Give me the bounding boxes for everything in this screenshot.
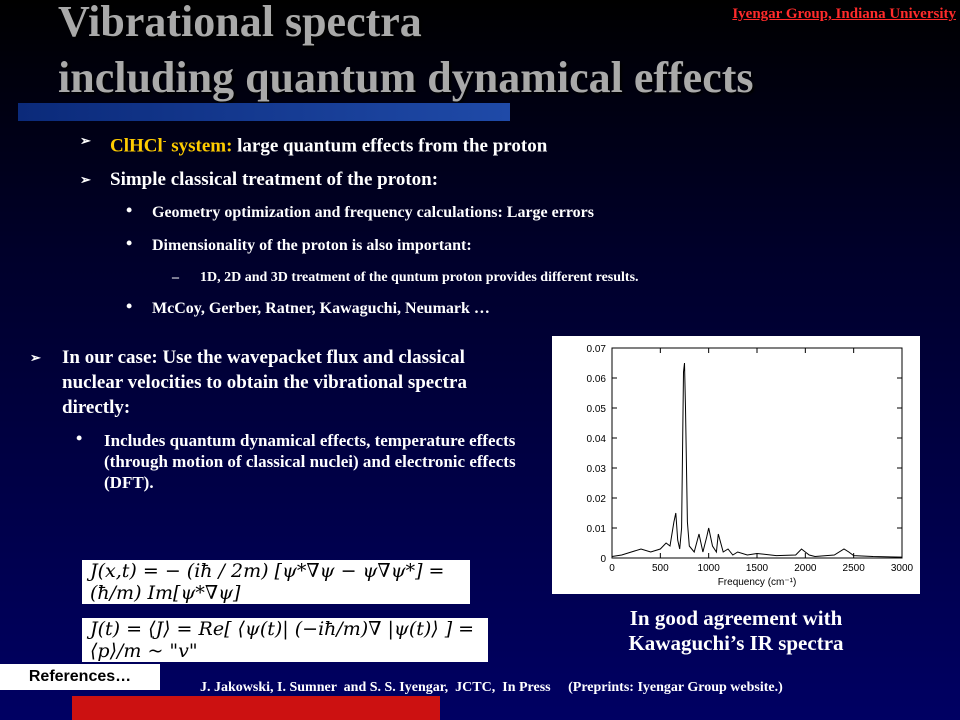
y-tick-label: 0.06 [587, 374, 607, 385]
slide-title: Vibrational spectra including quantum dy… [58, 0, 754, 106]
method-description: ➢ In our case: Use the wavepacket flux a… [30, 345, 520, 493]
x-tick-label: 2500 [843, 563, 866, 574]
dot-bullet-icon: • [126, 200, 133, 221]
arrow-bullet-icon: ➢ [80, 172, 91, 188]
clhcl-system: system: [166, 135, 233, 157]
x-tick-label: 2000 [794, 563, 817, 574]
citation-text: J. Jakowski, I. Sumner and S. S. Iyengar… [200, 680, 783, 695]
x-tick-label: 1500 [746, 563, 769, 574]
x-axis-label: Frequency (cm⁻¹) [718, 577, 797, 588]
y-tick-label: 0.02 [587, 494, 607, 505]
title-line-2: including quantum dynamical effects [58, 53, 754, 102]
sub-bullet-geometry: • Geometry optimization and frequency ca… [126, 200, 940, 223]
sub-bullet-includes: • Includes quantum dynamical effects, te… [76, 428, 520, 493]
y-tick-label: 0 [600, 554, 606, 565]
title-line-1: Vibrational spectra [58, 0, 422, 46]
dot-bullet-icon: • [126, 296, 133, 317]
spectrum-line [611, 362, 903, 558]
references-button[interactable]: References… [0, 664, 160, 690]
spectrum-plot: 0 0.01 0.02 0.03 0.04 0.05 0.06 0.07 0 500 1000 150… [587, 344, 914, 588]
title-underline-bar [18, 103, 510, 121]
x-tick-label: 0 [609, 563, 615, 574]
bullet-clhcl: ➢ ClHCl- system: large quantum effects f… [80, 130, 940, 157]
y-tick-label: 0.04 [587, 434, 607, 445]
y-tick-label: 0.07 [587, 344, 607, 355]
sub-bullet-authors: • McCoy, Gerber, Ratner, Kawaguchi, Neum… [126, 296, 940, 319]
treatment-text: 1D, 2D and 3D treatment of the quntum pr… [200, 270, 639, 286]
caption-line-2: Kawaguchi’s IR spectra [628, 631, 844, 655]
our-case-text: In our case: Use the wavepacket flux and… [62, 347, 467, 418]
footer-red-bar [72, 696, 440, 720]
dot-bullet-icon: • [76, 428, 83, 448]
x-tick-label: 1000 [698, 563, 721, 574]
plot-frame [611, 347, 903, 559]
y-tick-label: 0.01 [587, 524, 607, 535]
dimensionality-text: Dimensionality of the proton is also imp… [152, 237, 472, 255]
average-flux-equation: J(t) = ⟨J⟩ = Re[ ⟨ψ(t)| (−iħ/m)∇ |ψ(t)⟩ … [82, 618, 488, 662]
clhcl-label: ClHCl [110, 135, 163, 157]
flux-equation: J(x,t) = − (iħ / 2m) [ψ*∇ψ − ψ∇ψ*] = (ħ/… [82, 560, 470, 604]
sub-bullet-dimensionality: • Dimensionality of the proton is also i… [126, 233, 940, 256]
arrow-bullet-icon: ➢ [80, 133, 91, 148]
clhcl-description: large quantum effects from the proton [232, 135, 548, 157]
clhcl-charge: - [162, 135, 167, 147]
authors-text: McCoy, Gerber, Ratner, Kawaguchi, Neumar… [152, 300, 490, 318]
agreement-caption: In good agreement with Kawaguchi’s IR sp… [560, 606, 912, 656]
caption-line-1: In good agreement with [629, 606, 843, 630]
top-bullet-list: ➢ ClHCl- system: large quantum effects f… [80, 130, 940, 332]
y-tick-label: 0.05 [587, 404, 607, 415]
classical-treatment-text: Simple classical treatment of the proton… [110, 169, 439, 191]
x-tick-label: 500 [652, 563, 669, 574]
geometry-text: Geometry optimization and frequency calc… [152, 204, 594, 222]
y-tick-label: 0.03 [587, 464, 607, 475]
bullet-classical-treatment: ➢ Simple classical treatment of the prot… [80, 169, 940, 191]
x-tick-label: 3000 [891, 563, 914, 574]
includes-text: Includes quantum dynamical effects, temp… [104, 431, 516, 492]
affiliation-link[interactable]: Iyengar Group, Indiana University [732, 6, 956, 22]
arrow-bullet-icon: ➢ [30, 350, 41, 365]
sub-sub-bullet-treatment: – 1D, 2D and 3D treatment of the quntum … [172, 269, 940, 287]
bullet-our-case: ➢ In our case: Use the wavepacket flux a… [30, 345, 520, 420]
dot-bullet-icon: • [126, 233, 133, 254]
ir-spectrum-chart: 0 0.01 0.02 0.03 0.04 0.05 0.06 0.07 0 500 1000 150… [552, 336, 920, 594]
dash-bullet-icon: – [172, 270, 179, 286]
